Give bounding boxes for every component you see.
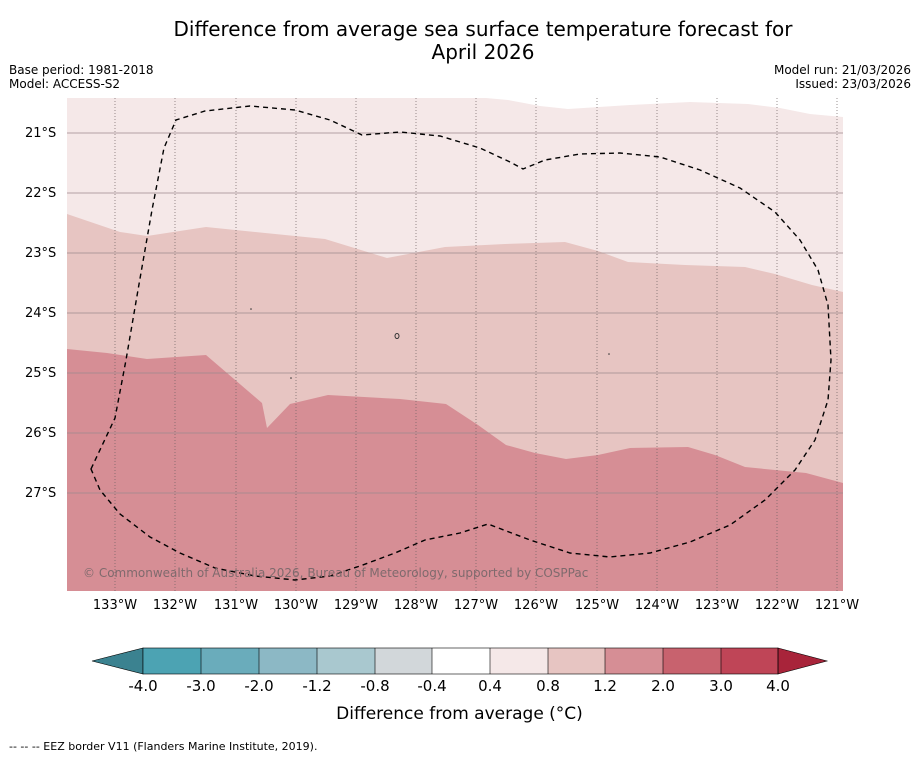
meta-right: Model run: 21/03/2026 Issued: 23/03/2026 xyxy=(774,63,911,91)
colorbar-over-triangle xyxy=(777,647,829,675)
colorbar-bin xyxy=(721,648,778,674)
band-0-4-to-0-8 xyxy=(67,98,843,292)
lat-label-27s: 27°S xyxy=(25,486,57,501)
colorbar-bin xyxy=(663,648,721,674)
lat-label-22s: 22°S xyxy=(25,186,57,201)
colorbar-bin xyxy=(432,648,490,674)
colorbar-bin xyxy=(605,648,663,674)
colorbar-tick: -4.0 xyxy=(128,677,158,695)
map-title: Difference from average sea surface temp… xyxy=(0,18,919,64)
eez-legend-footer: -- -- -- EEZ border V11 (Flanders Marine… xyxy=(9,740,318,753)
island-1 xyxy=(394,333,400,339)
lon-gridlines xyxy=(114,98,838,591)
colorbar-tick: 0.4 xyxy=(478,677,502,695)
lon-label-132w: 132°W xyxy=(152,598,198,613)
colorbar-tick: -0.8 xyxy=(360,677,390,695)
colorbar-frame xyxy=(142,647,779,675)
colorbar-bin xyxy=(317,648,375,674)
colorbar-label: Difference from average (°C) xyxy=(336,704,583,724)
colorbar-tick: 4.0 xyxy=(766,677,790,695)
lon-label-131w: 131°W xyxy=(213,598,259,613)
colorbar xyxy=(91,647,829,675)
lon-label-123w: 123°W xyxy=(694,598,740,613)
title-line-1: Difference from average sea surface temp… xyxy=(173,17,793,41)
lon-label-133w: 133°W xyxy=(92,598,138,613)
colorbar-under-triangle xyxy=(91,647,144,675)
island-2 xyxy=(250,308,252,310)
model-name: Model: ACCESS-S2 xyxy=(9,77,121,91)
lat-label-26s: 26°S xyxy=(25,426,57,441)
colorbar-bin xyxy=(548,648,605,674)
lat-label-25s: 25°S xyxy=(25,366,57,381)
lon-label-128w: 128°W xyxy=(393,598,439,613)
colorbar-bin xyxy=(490,648,548,674)
title-line-2: April 2026 xyxy=(431,40,535,64)
lat-gridlines xyxy=(67,132,843,494)
lon-label-121w: 121°W xyxy=(814,598,860,613)
colorbar-bin xyxy=(201,648,259,674)
issued-date: Issued: 23/03/2026 xyxy=(795,77,911,91)
lon-label-129w: 129°W xyxy=(333,598,379,613)
model-run: Model run: 21/03/2026 xyxy=(773,63,911,77)
band-neg-0-4-to-0-4 xyxy=(475,97,843,117)
colorbar-tick: 3.0 xyxy=(709,677,733,695)
lon-label-127w: 127°W xyxy=(453,598,499,613)
colorbar-tick: -0.4 xyxy=(417,677,447,695)
lat-label-24s: 24°S xyxy=(25,306,57,321)
eez-border xyxy=(90,105,832,581)
colorbar-tick: -3.0 xyxy=(186,677,216,695)
colorbar-bin xyxy=(259,648,317,674)
lon-label-130w: 130°W xyxy=(273,598,319,613)
lat-label-21s: 21°S xyxy=(25,126,57,141)
colorbar-dividers xyxy=(200,648,722,674)
island-3 xyxy=(290,377,292,379)
island-4 xyxy=(608,353,610,355)
lat-label-23s: 23°S xyxy=(25,246,57,261)
lon-label-124w: 124°W xyxy=(634,598,680,613)
colorbar-tick: 0.8 xyxy=(536,677,560,695)
lon-label-122w: 122°W xyxy=(754,598,800,613)
colorbar-tick: -1.2 xyxy=(302,677,332,695)
lon-label-125w: 125°W xyxy=(574,598,620,613)
colorbar-bin xyxy=(143,648,201,674)
colorbar-tick: 1.2 xyxy=(593,677,617,695)
lon-label-126w: 126°W xyxy=(513,598,559,613)
copyright-text: © Commonwealth of Australia 2026, Bureau… xyxy=(83,566,589,580)
colorbar-bin xyxy=(375,648,432,674)
meta-left: Base period: 1981-2018 Model: ACCESS-S2 xyxy=(9,63,154,91)
colorbar-tick: -2.0 xyxy=(244,677,274,695)
base-period: Base period: 1981-2018 xyxy=(9,63,154,77)
colorbar-tick: 2.0 xyxy=(651,677,675,695)
